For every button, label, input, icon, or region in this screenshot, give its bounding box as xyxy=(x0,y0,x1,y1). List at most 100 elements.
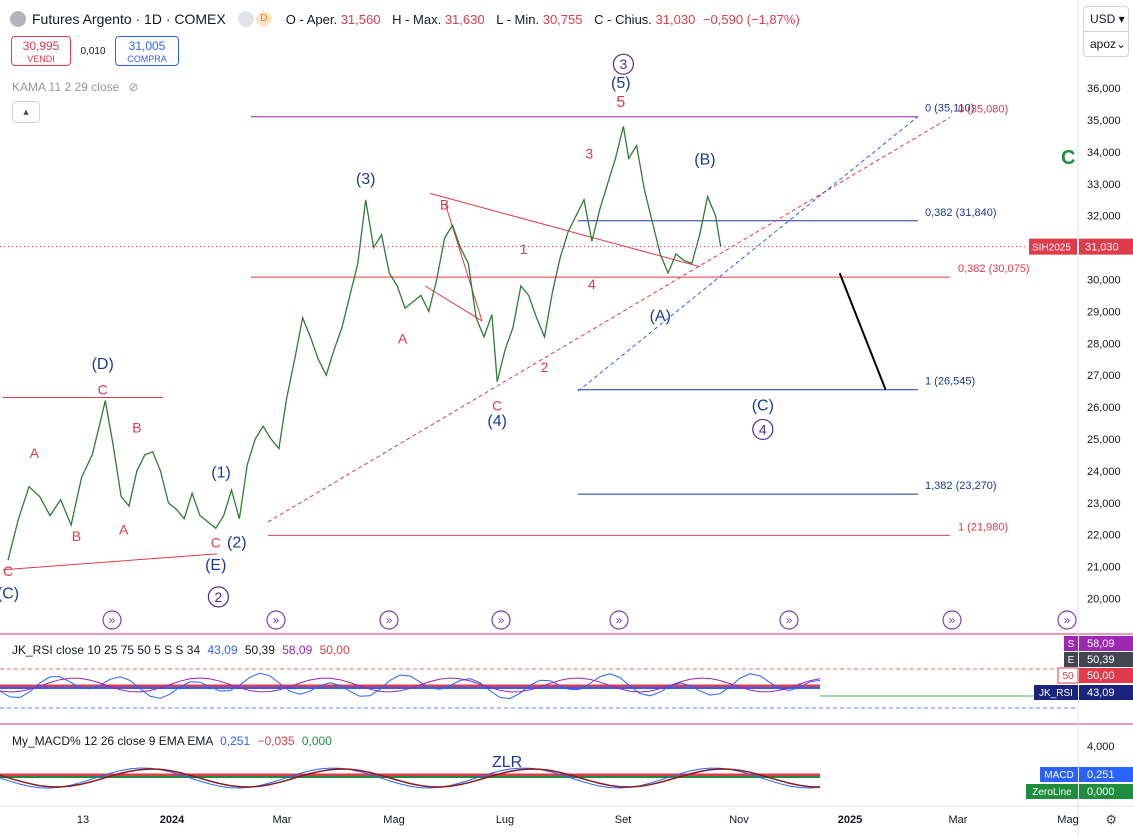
forward-arrow-icon xyxy=(102,610,122,630)
x-tick-label: 2024 xyxy=(160,814,185,826)
fib-label: 0 (35,080) xyxy=(958,103,1008,115)
rsi-badge-value xyxy=(1079,636,1133,651)
fib-label: 1 (26,545) xyxy=(925,376,975,388)
rsi-badge-key xyxy=(1064,652,1078,667)
forward-arrow-glyph: » xyxy=(616,613,623,627)
x-tick-label: Mar xyxy=(949,814,968,826)
wave-circle-label: 4 xyxy=(759,421,767,437)
wave-label: (C) xyxy=(752,397,774,414)
trade-panel: 30,995 VENDI 0,010 31,005 COMPRA xyxy=(11,36,179,66)
currency-select[interactable]: USD ▾ xyxy=(1090,12,1125,26)
macd-badge-value xyxy=(1079,767,1133,782)
rsi-signal-line xyxy=(0,677,821,693)
y-tick-label: 22,000 xyxy=(1087,530,1121,542)
buy-button[interactable]: 31,005 COMPRA xyxy=(115,36,179,66)
wave-label: (4) xyxy=(487,413,507,430)
sell-button[interactable]: 30,995 VENDI xyxy=(11,36,71,66)
symbol-title[interactable]: Futures Argento · 1D · COMEX xyxy=(32,11,226,27)
y-tick-label: 34,000 xyxy=(1087,147,1121,159)
wave-label: (E) xyxy=(205,557,226,574)
rsi-badge-key xyxy=(1064,636,1078,651)
x-tick-label: 13 xyxy=(77,814,89,826)
macd-badge-value xyxy=(1079,784,1133,799)
collapse-button[interactable]: ▴ xyxy=(12,101,40,123)
y-tick-label: 30,000 xyxy=(1087,275,1121,287)
kama-indicator-label[interactable]: KAMA 11 2 29 close ⊘ xyxy=(12,80,139,94)
spread-value: 0,010 xyxy=(80,45,106,57)
y-tick-label: 36,000 xyxy=(1087,83,1121,95)
wave-label: (A) xyxy=(650,308,671,325)
wave-label: B xyxy=(132,420,141,436)
forward-arrow-icon xyxy=(942,610,962,630)
scale-select[interactable]: apoz⌄ xyxy=(1084,31,1128,56)
trendline xyxy=(2,553,218,571)
wave-label: (3) xyxy=(356,171,376,188)
wave-label: C xyxy=(98,381,108,397)
wave-circle xyxy=(207,586,229,608)
macd-tick-label: 4,000 xyxy=(1087,741,1115,753)
forward-arrow-glyph: » xyxy=(498,613,505,627)
symbol-tag-text: SIH2025 xyxy=(1032,243,1071,254)
y-tick-label: 35,000 xyxy=(1087,115,1121,127)
delay-d-icon: D xyxy=(255,11,272,27)
last-price-tag xyxy=(1079,238,1133,255)
y-tick-label: 32,000 xyxy=(1087,211,1121,223)
rsi-badge-value-text: 50,39 xyxy=(1087,654,1115,666)
forward-arrow-glyph: » xyxy=(786,613,793,627)
change-value: −0,590 (−1,87%) xyxy=(702,11,800,27)
fib-label: 1 (21,980) xyxy=(958,521,1008,533)
rsi-badge-value-text: 43,09 xyxy=(1087,687,1115,699)
y-tick-label: 20,000 xyxy=(1087,594,1121,606)
data-source-pill[interactable]: D xyxy=(237,11,272,27)
forward-arrow-icon xyxy=(379,610,399,630)
wave-label: 2 xyxy=(541,359,549,375)
forward-arrow-icon xyxy=(779,610,799,630)
forward-arrow-icon xyxy=(266,610,286,630)
wave-label: (5) xyxy=(611,75,631,92)
wave-circle-label: 3 xyxy=(620,56,628,72)
rsi-badge-value-text: 58,09 xyxy=(1087,638,1115,650)
macd-label[interactable]: My_MACD% 12 26 close 9 EMA EMA 0,251 −0,… xyxy=(12,734,332,748)
macd-badge-key xyxy=(1026,784,1078,799)
x-tick-label: Nov xyxy=(729,814,749,826)
y-tick-label: 23,000 xyxy=(1087,498,1121,510)
y-tick-label: 21,000 xyxy=(1087,562,1121,574)
rsi-label[interactable]: JK_RSI close 10 25 75 50 5 S S 34 43,09 … xyxy=(12,643,350,657)
trendline xyxy=(429,192,701,268)
wave-label: (B) xyxy=(694,152,715,169)
price-series-line xyxy=(7,126,722,561)
rsi-badge-key xyxy=(1034,685,1078,700)
forward-arrow-icon xyxy=(1057,610,1077,630)
dashed-channel-line xyxy=(267,117,951,523)
wave-label: C xyxy=(3,563,13,579)
y-tick-label: 24,000 xyxy=(1087,466,1121,478)
wave-label: (C) xyxy=(0,586,19,603)
rsi-badge-key-text: E xyxy=(1068,655,1075,666)
macd-signal-line xyxy=(0,768,821,788)
symbol-logo-icon xyxy=(10,11,26,27)
rsi-badge-value-text: 50,00 xyxy=(1087,670,1115,682)
forward-arrow-glyph: » xyxy=(949,613,956,627)
wave-circle xyxy=(612,53,635,75)
settings-gear-icon[interactable]: ⚙ xyxy=(1105,812,1117,827)
wave-label: A xyxy=(30,445,40,461)
wave-label: C xyxy=(492,397,502,413)
wave-label: (D) xyxy=(92,356,114,373)
rsi-badge-value xyxy=(1079,668,1133,683)
rsi-badge-key xyxy=(1057,667,1079,684)
gray-dot-icon xyxy=(237,11,254,27)
scale-controls[interactable]: USD ▾ apoz⌄ xyxy=(1083,6,1129,57)
hide-eye-icon[interactable]: ⊘ xyxy=(128,80,139,94)
forward-arrow-icon xyxy=(609,610,629,630)
rsi-badge-key-text: 50 xyxy=(1062,671,1074,682)
fib-label: 0 (35,110) xyxy=(925,102,974,114)
wave-label: 5 xyxy=(616,94,625,111)
x-tick-label: Set xyxy=(615,814,632,826)
forward-arrow-glyph: » xyxy=(1064,613,1071,627)
wave-label: (2) xyxy=(227,534,247,551)
side-letter: C xyxy=(1061,147,1075,169)
wave-circle-label: 2 xyxy=(215,589,223,605)
last-price-tag-text: 31,030 xyxy=(1085,242,1119,254)
y-tick-label: 26,000 xyxy=(1087,402,1121,414)
